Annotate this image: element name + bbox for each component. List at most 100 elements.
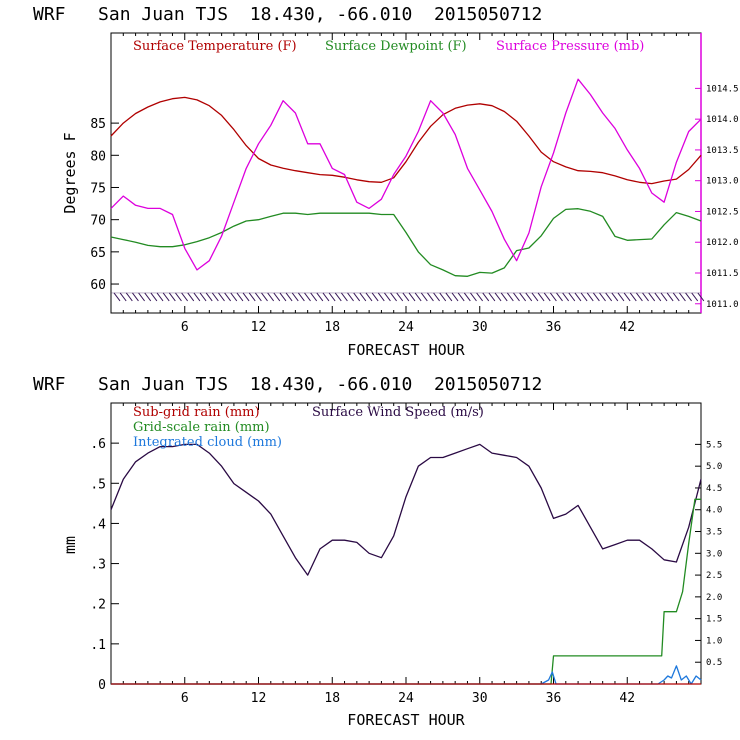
wind-barbs [111,292,705,302]
y2-tick-label: 5.0 [706,462,722,472]
wind-barb [414,292,422,302]
wind-barb [605,292,613,302]
y-tick-label: 70 [90,214,106,229]
wind-speed-line [110,443,702,576]
wind-barb [224,292,232,302]
pressure-line [110,78,702,271]
wind-barb [463,292,471,302]
gridscale-rain-line [111,498,701,685]
y-tick-label: .5 [90,477,106,492]
wind-barb [254,292,262,302]
y-tick-label: 0 [98,678,106,693]
wind-barb [556,292,563,302]
wind-barb [199,292,207,302]
wind-barb [285,292,293,302]
wind-barb [470,292,477,302]
top-y-axis-label: Degrees F [61,132,79,213]
wind-barb [482,292,490,302]
wind-barb [211,292,219,302]
wind-barb [359,292,367,302]
wind-barb [162,292,170,302]
wind-barb [531,292,539,302]
wind-barb [291,292,299,302]
y2-tick-label: 1011.5 [706,269,739,279]
wind-barb [304,292,311,302]
wind-barb [642,292,649,302]
wind-barb [334,292,342,302]
wind-barb [635,292,643,302]
wind-barb [672,292,680,302]
x-tick-label: 36 [546,691,562,706]
wind-barb [236,292,244,302]
wind-barb [402,292,410,302]
wind-barb [433,292,440,302]
wind-barb [666,292,674,302]
wind-barb [113,292,121,302]
wind-barb [310,292,318,302]
y2-tick-label: 1012.5 [706,207,739,217]
legend-integrated-cloud: Integrated cloud (mm) [133,435,282,450]
wind-barb [580,292,588,302]
wind-barb [316,292,324,302]
legend-pressure: Surface Pressure (mb) [496,39,644,54]
wind-barb [322,292,330,302]
wind-barb [175,292,182,302]
x-tick-label: 36 [546,320,562,335]
y-tick-label: 75 [90,181,106,196]
y2-tick-label: 5.5 [706,440,722,450]
wind-barb [494,292,502,302]
wind-barb [513,292,520,302]
y2-tick-label: 1012.0 [706,238,739,248]
top-chart: WRF San Juan TJS 18.430, -66.010 2015050… [33,4,739,359]
wind-barb [267,292,275,302]
y2-tick-label: 1013.0 [706,177,739,187]
y-tick-label: .4 [90,517,106,532]
y2-tick-label: 0.5 [706,658,722,668]
wind-barb [568,292,576,302]
bottom-x-axis-label: FORECAST HOUR [347,711,465,729]
x-tick-label: 42 [619,320,635,335]
wind-barb [119,292,127,302]
wind-barb [543,292,551,302]
wind-barb [574,292,582,302]
wind-barb [353,292,361,302]
y-tick-label: .6 [90,437,106,452]
x-tick-label: 30 [472,691,488,706]
wind-barb [549,292,557,302]
wind-barb [328,292,336,302]
wind-barb [248,292,256,302]
y-tick-label: .2 [90,598,106,613]
wind-barb [138,292,145,302]
legend-gridscale-rain: Grid-scale rain (mm) [133,420,270,435]
wind-barb [273,292,281,302]
dewpoint-line [110,208,702,277]
top-right-y-ticks: 1011.0 1011.5 1012.0 1012.5 1013.0 1013.5 1014… [695,84,739,310]
top-chart-title: WRF San Juan TJS 18.430, -66.010 2015050… [33,4,542,25]
x-tick-label: 6 [181,320,189,335]
y2-tick-label: 1.5 [706,615,722,625]
wind-barb [187,292,195,302]
bottom-right-y-ticks: 0.5 1.0 1.5 2.0 2.5 3.0 3.5 4.0 4.5 5.0 5.5 [695,440,722,668]
x-tick-label: 24 [398,691,414,706]
x-tick-label: 18 [324,691,340,706]
y2-tick-label: 4.5 [706,484,722,494]
temperature-line [110,96,702,185]
wind-barb [384,292,391,302]
wind-barb [697,292,705,302]
legend-wind-speed: Surface Wind Speed (m/s) [312,405,484,420]
wind-barb [648,292,656,302]
bottom-y-ticks: 0 .1 .2 .3 .4 .5 .6 [90,437,119,693]
wind-barb [629,292,637,302]
integrated-cloud-line [111,665,702,685]
wind-barb [445,292,453,302]
wind-barb [506,292,514,302]
legend-subgrid-rain: Sub-grid rain (mm) [133,405,260,420]
wind-barb [519,292,527,302]
y2-tick-label: 1014.5 [706,84,739,94]
y2-tick-label: 3.0 [706,549,722,559]
wind-barb [371,292,379,302]
y-tick-label: 60 [90,278,106,293]
x-tick-label: 12 [251,691,267,706]
x-tick-label: 6 [181,691,189,706]
